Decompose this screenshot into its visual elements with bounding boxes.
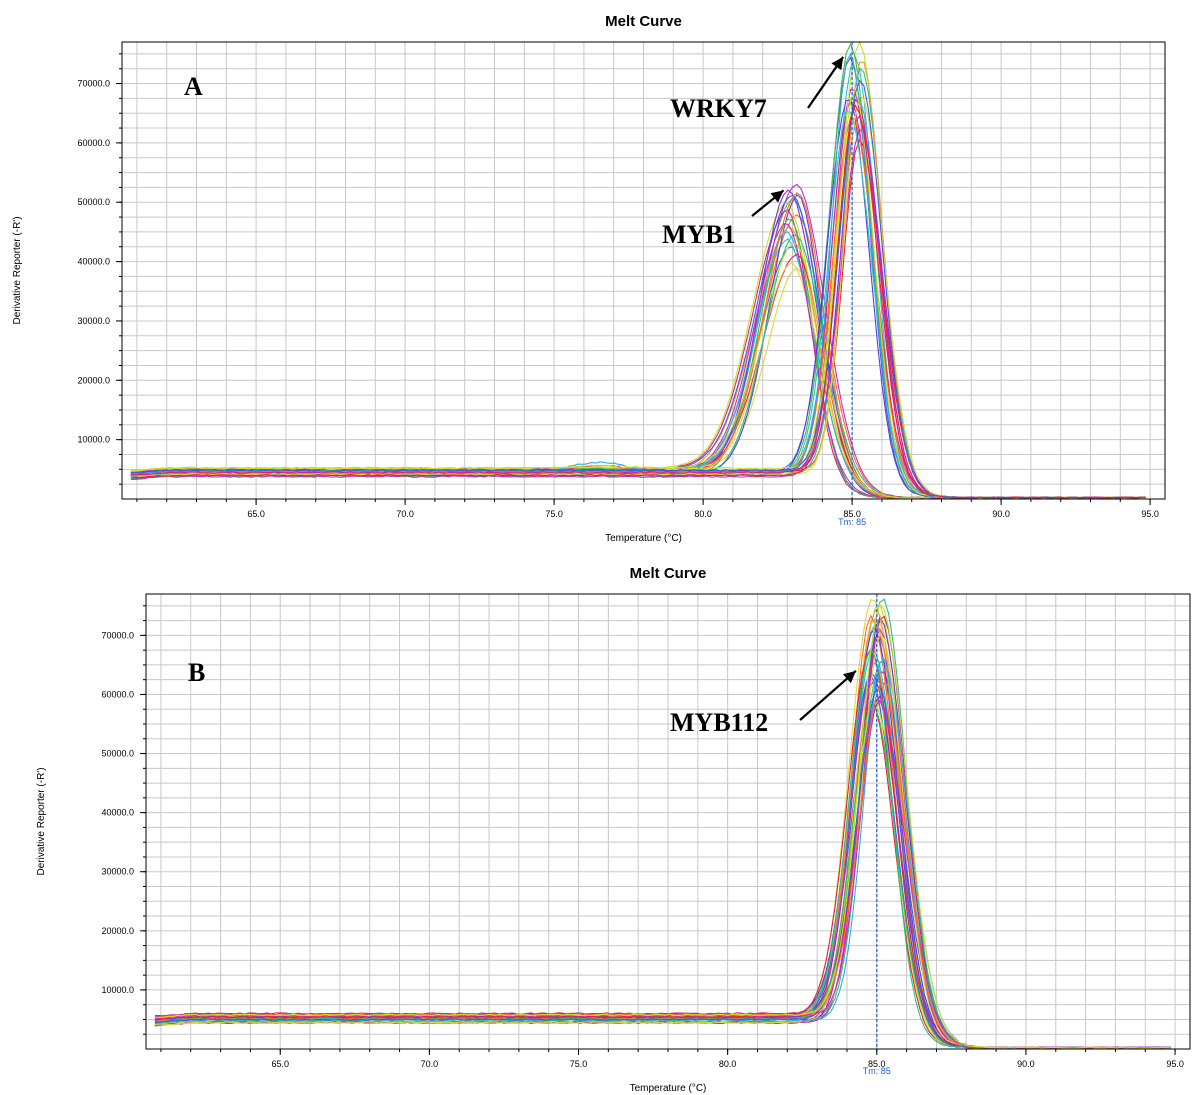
y-tick-label: 30000.0 (101, 867, 134, 877)
tm-label: Tm: 85 (863, 1066, 891, 1076)
grid-lines (122, 42, 1165, 499)
y-tick-label: 20000.0 (101, 926, 134, 936)
y-tick-label: 40000.0 (77, 257, 110, 267)
x-tick-label: 70.0 (396, 509, 414, 519)
annotation-arrow-head (831, 56, 844, 71)
melt-curve-panel-b: Tm: 85 65.0 70.0 75.0 80.0 85.0 90.0 95.0 10000.… (0, 550, 1202, 1095)
annotation: MYB1 (662, 189, 785, 249)
x-axis-label: Temperature (°C) (630, 1083, 707, 1094)
annotation-label: MYB1 (662, 220, 736, 249)
y-tick-label: 10000.0 (101, 985, 134, 995)
annotation: WRKY7 (670, 56, 845, 123)
x-tick-label: 85.0 (868, 1059, 886, 1069)
x-tick-label: 75.0 (545, 509, 563, 519)
y-tick-label: 60000.0 (77, 138, 110, 148)
melt-curve-line (154, 603, 1171, 1049)
tm-label: Tm: 85 (838, 517, 866, 527)
y-axis-ticks: 10000.0 20000.0 30000.0 40000.0 50000.0 60000… (101, 605, 146, 1035)
x-tick-label: 85.0 (843, 509, 861, 519)
y-tick-label: 20000.0 (77, 375, 110, 385)
annotation: MYB112 (670, 669, 857, 737)
x-tick-label: 75.0 (570, 1059, 588, 1069)
y-axis-ticks: 10000.0 20000.0 30000.0 40000.0 50000.0 60000… (77, 53, 122, 485)
x-tick-label: 65.0 (247, 509, 265, 519)
y-tick-label: 30000.0 (77, 316, 110, 326)
annotation-label: WRKY7 (670, 94, 767, 123)
grid-lines (146, 594, 1190, 1049)
y-tick-label: 40000.0 (101, 808, 134, 818)
chart-title: Melt Curve (630, 565, 707, 582)
melt-curves (154, 598, 1171, 1049)
melt-curves (130, 40, 1146, 499)
y-axis-label: Derivative Reporter (-R') (36, 767, 47, 875)
melt-curve-line (130, 103, 1146, 499)
x-tick-label: 80.0 (694, 509, 712, 519)
y-axis-label: Derivative Reporter (-R') (12, 216, 23, 324)
x-tick-label: 95.0 (1141, 509, 1159, 519)
y-tick-label: 10000.0 (77, 435, 110, 445)
y-tick-label: 50000.0 (77, 197, 110, 207)
chart-title: Melt Curve (605, 13, 682, 30)
x-axis-label: Temperature (°C) (605, 533, 682, 544)
y-tick-label: 70000.0 (77, 79, 110, 89)
x-tick-label: 90.0 (992, 509, 1010, 519)
x-axis-ticks: 65.0 70.0 75.0 80.0 85.0 90.0 95.0 (160, 1049, 1184, 1069)
x-tick-label: 90.0 (1017, 1059, 1035, 1069)
y-tick-label: 70000.0 (101, 630, 134, 640)
panel-letter: B (188, 658, 205, 687)
x-axis-ticks: 65.0 70.0 75.0 80.0 85.0 90.0 95.0 (136, 499, 1159, 519)
panel-letter: A (184, 72, 203, 101)
melt-curve-panel-a: Tm: 85 65.0 70.0 75.0 80.0 85.0 90.0 95.0 10000.… (12, 13, 1166, 544)
x-tick-label: 65.0 (271, 1059, 289, 1069)
annotation-arrow-head (842, 670, 856, 684)
melt-curve-chart-b: Tm: 85 65.0 70.0 75.0 80.0 85.0 90.0 95.0 10000.… (36, 565, 1191, 1094)
x-tick-label: 95.0 (1166, 1059, 1184, 1069)
x-tick-label: 80.0 (719, 1059, 737, 1069)
annotation-arrow-line (799, 669, 857, 721)
annotation-arrow-head (770, 190, 784, 203)
y-tick-label: 50000.0 (101, 749, 134, 759)
y-tick-label: 60000.0 (101, 689, 134, 699)
annotation-label: MYB112 (670, 708, 768, 737)
x-tick-label: 70.0 (421, 1059, 439, 1069)
melt-curve-chart-a: Tm: 85 65.0 70.0 75.0 80.0 85.0 90.0 95.0 10000.… (12, 13, 1166, 544)
